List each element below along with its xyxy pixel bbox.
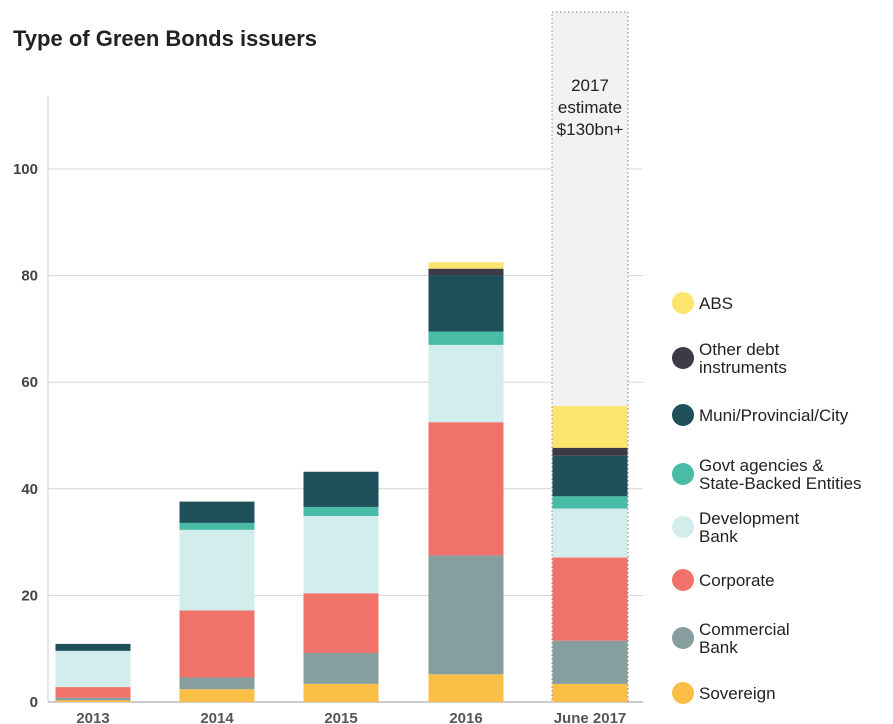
bar-segment-muni-provincial-city [552, 455, 628, 497]
bar-segment-sovereign [179, 689, 255, 702]
legend-swatch [672, 516, 694, 538]
legend-label: Commercial [699, 620, 790, 639]
bar-segment-development-bank [552, 508, 628, 558]
bar-segment-sovereign [552, 683, 628, 702]
legend-item-muni-provincial-city: Muni/Provincial/City [672, 404, 849, 426]
legend-label: Sovereign [699, 684, 776, 703]
bar-segment-development-bank [303, 515, 379, 594]
legend-label: Govt agencies & [699, 456, 824, 475]
bar-segment-corporate [552, 557, 628, 641]
bar-segment-other-debt-instruments [428, 268, 504, 276]
legend-label: ABS [699, 294, 733, 313]
bar-segment-corporate [55, 687, 131, 698]
y-tick-label: 60 [21, 374, 38, 391]
bar-segment-abs [552, 406, 628, 448]
bar-segment-corporate [303, 593, 379, 653]
bar-segment-abs [428, 262, 504, 269]
bar-segment-corporate [428, 422, 504, 556]
legend-swatch [672, 347, 694, 369]
legend-label: Development [699, 509, 799, 528]
y-tick-label: 40 [21, 481, 38, 498]
bar-segment-commercial-bank [428, 555, 504, 675]
legend-label: Corporate [699, 571, 775, 590]
legend-item-abs: ABS [672, 292, 733, 314]
bar-segment-muni-provincial-city [303, 471, 379, 507]
bar-segment-commercial-bank [303, 652, 379, 684]
legend-label: State-Backed Entities [699, 474, 862, 493]
y-tick-label: 80 [21, 268, 38, 285]
legend-label: Muni/Provincial/City [699, 406, 849, 425]
bar-segment-corporate [179, 610, 255, 678]
legend-swatch [672, 463, 694, 485]
bar-segment-sovereign [428, 674, 504, 702]
estimate-label: estimate [558, 98, 622, 117]
bar-segment-development-bank [428, 344, 504, 423]
estimate-label: $130bn+ [557, 120, 624, 139]
x-tick-label: 2016 [449, 710, 482, 724]
bar-segment-other-debt-instruments [552, 447, 628, 456]
legend-label: Bank [699, 638, 738, 657]
legend-swatch [672, 292, 694, 314]
bar-segment-sovereign [55, 700, 131, 702]
bar-segment-development-bank [179, 529, 255, 611]
bar-segment-govt-agencies-state-backed-entities [428, 331, 504, 345]
legend-item-sovereign: Sovereign [672, 682, 776, 704]
y-axis-ticks: 0 20 40 60 80 100 [13, 161, 38, 711]
legend-label: instruments [699, 358, 787, 377]
legend-swatch [672, 404, 694, 426]
x-axis-ticks: 2013 2014 2015 2016 June 2017 [76, 710, 626, 724]
legend-label: Bank [699, 527, 738, 546]
bar-segment-sovereign [303, 683, 379, 702]
estimate-label: 2017 [571, 76, 609, 95]
bar-segment-muni-provincial-city [428, 275, 504, 332]
legend-swatch [672, 682, 694, 704]
bar-segment-commercial-bank [552, 640, 628, 684]
bar-segment-commercial-bank [179, 677, 255, 690]
legend-swatch [672, 569, 694, 591]
legend-item-corporate: Corporate [672, 569, 775, 591]
legend-item-govt-agencies-state-backed-entities: Govt agencies &State-Backed Entities [672, 456, 862, 493]
bar-segment-govt-agencies-state-backed-entities [303, 506, 379, 516]
legend-label: Other debt [699, 340, 780, 359]
bar-segment-development-bank [55, 650, 131, 688]
x-tick-label: June 2017 [554, 710, 627, 724]
bars [55, 262, 628, 702]
y-tick-label: 0 [30, 694, 38, 711]
x-tick-label: 2015 [324, 710, 357, 724]
bar-segment-muni-provincial-city [179, 501, 255, 523]
y-tick-label: 20 [21, 587, 38, 604]
bar-segment-govt-agencies-state-backed-entities [552, 496, 628, 509]
bar-segment-commercial-bank [55, 697, 131, 701]
bar-segment-muni-provincial-city [55, 643, 131, 651]
x-tick-label: 2013 [76, 710, 109, 724]
chart-title: Type of Green Bonds issuers [13, 26, 317, 51]
y-tick-label: 100 [13, 161, 38, 178]
bar-segment-govt-agencies-state-backed-entities [179, 522, 255, 530]
legend-swatch [672, 627, 694, 649]
x-tick-label: 2014 [200, 710, 234, 724]
